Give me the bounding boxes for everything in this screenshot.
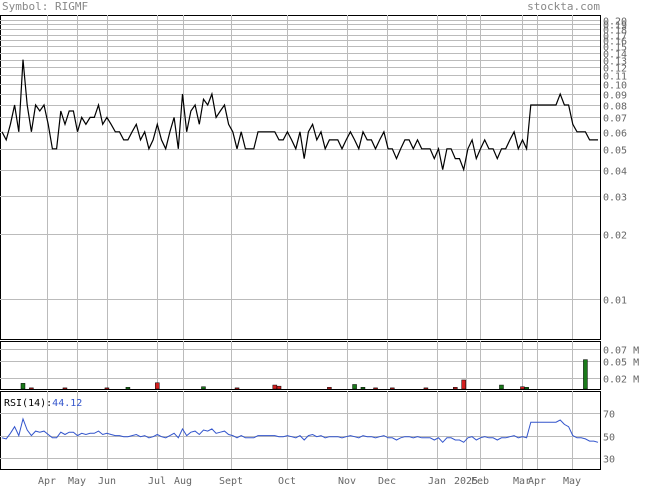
- rsi-label-text: RSI(14):: [4, 398, 52, 409]
- volume-tick-label: 0.05 M: [603, 358, 639, 369]
- x-tick-label: Sept: [219, 476, 243, 486]
- volume-bar: [520, 386, 525, 390]
- volume-bar: [29, 387, 34, 390]
- x-tick-label: Oct: [278, 476, 296, 486]
- price-tick-label: 0.11: [603, 72, 627, 83]
- symbol-label: Symbol:: [2, 0, 49, 13]
- volume-bar: [373, 387, 378, 390]
- rsi-panel: [0, 391, 601, 470]
- site-name[interactable]: stockta.com: [527, 0, 600, 13]
- volume-bar: [390, 387, 395, 390]
- rsi-current-value: 44.12: [52, 398, 82, 409]
- symbol-header: Symbol: RIGMF: [2, 0, 88, 13]
- x-tick-label: Aug: [174, 476, 192, 486]
- volume-bar: [234, 387, 240, 390]
- rsi-line: [1, 417, 599, 444]
- volume-bar: [62, 387, 68, 390]
- volume-bar: [276, 385, 282, 390]
- price-line: [1, 59, 598, 172]
- symbol-value: RIGMF: [54, 0, 89, 13]
- volume-bar: [360, 387, 366, 390]
- price-tick-label: 0.08: [603, 102, 627, 113]
- volume-bar: [524, 387, 529, 390]
- volume-bar: [104, 387, 110, 390]
- volume-bar: [352, 384, 357, 390]
- volume-bar: [20, 383, 26, 390]
- price-tick-label: 0.10: [603, 81, 627, 92]
- volume-bar: [201, 386, 206, 390]
- price-tick-label: 0.13: [603, 57, 627, 68]
- volume-tick-label: 0.02 M: [603, 375, 639, 386]
- price-tick-label: 0.17: [603, 32, 627, 43]
- price-tick-label: 0.09: [603, 91, 627, 102]
- x-tick-label: May: [563, 476, 581, 486]
- x-tick-label: 2025: [454, 476, 478, 486]
- rsi-label: RSI(14):44.12: [4, 398, 82, 409]
- volume-panel: [0, 341, 601, 390]
- x-tick-label: Nov: [338, 476, 356, 486]
- rsi-tick-label: 30: [603, 455, 615, 466]
- volume-bar: [125, 387, 131, 390]
- price-tick-label: 0.18: [603, 26, 627, 37]
- volume-bar: [583, 359, 588, 390]
- rsi-tick-label: 70: [603, 410, 615, 421]
- x-tick-label: Dec: [378, 476, 396, 486]
- price-tick-label: 0.15: [603, 43, 627, 54]
- volume-bar: [499, 384, 504, 390]
- volume-bar: [453, 387, 458, 390]
- x-tick-label: Feb: [471, 476, 489, 486]
- price-tick-label: 0.05: [603, 146, 627, 157]
- x-tick-label: Mar: [513, 476, 531, 486]
- x-tick-label: Jun: [98, 476, 116, 486]
- price-tick-label: 0.16: [603, 37, 627, 48]
- volume-tick-label: 0.07 M: [603, 346, 639, 357]
- price-tick-label: 0.02: [603, 231, 627, 242]
- price-tick-label: 0.04: [603, 167, 627, 178]
- price-tick-label: 0.03: [603, 193, 627, 204]
- price-tick-label: 0.20: [603, 17, 627, 28]
- volume-bar: [272, 384, 278, 390]
- x-tick-label: Apr: [38, 476, 56, 486]
- price-tick-label: 0.01: [603, 296, 627, 307]
- price-tick-label: 0.07: [603, 114, 627, 125]
- volume-bar: [327, 387, 332, 390]
- rsi-tick-label: 50: [603, 433, 615, 444]
- volume-bar: [423, 387, 429, 390]
- price-tick-label: 0.12: [603, 64, 627, 75]
- price-tick-label: 0.14: [603, 50, 627, 61]
- price-tick-label: 0.19: [603, 21, 627, 32]
- x-tick-label: Jul: [148, 476, 166, 486]
- x-tick-label: Apr: [528, 476, 546, 486]
- volume-bar: [155, 382, 160, 390]
- x-tick-label: Jan: [428, 476, 446, 486]
- x-tick-label: May: [68, 476, 86, 486]
- price-tick-label: 0.06: [603, 129, 627, 140]
- price-panel: [0, 15, 601, 340]
- volume-bar: [461, 379, 466, 390]
